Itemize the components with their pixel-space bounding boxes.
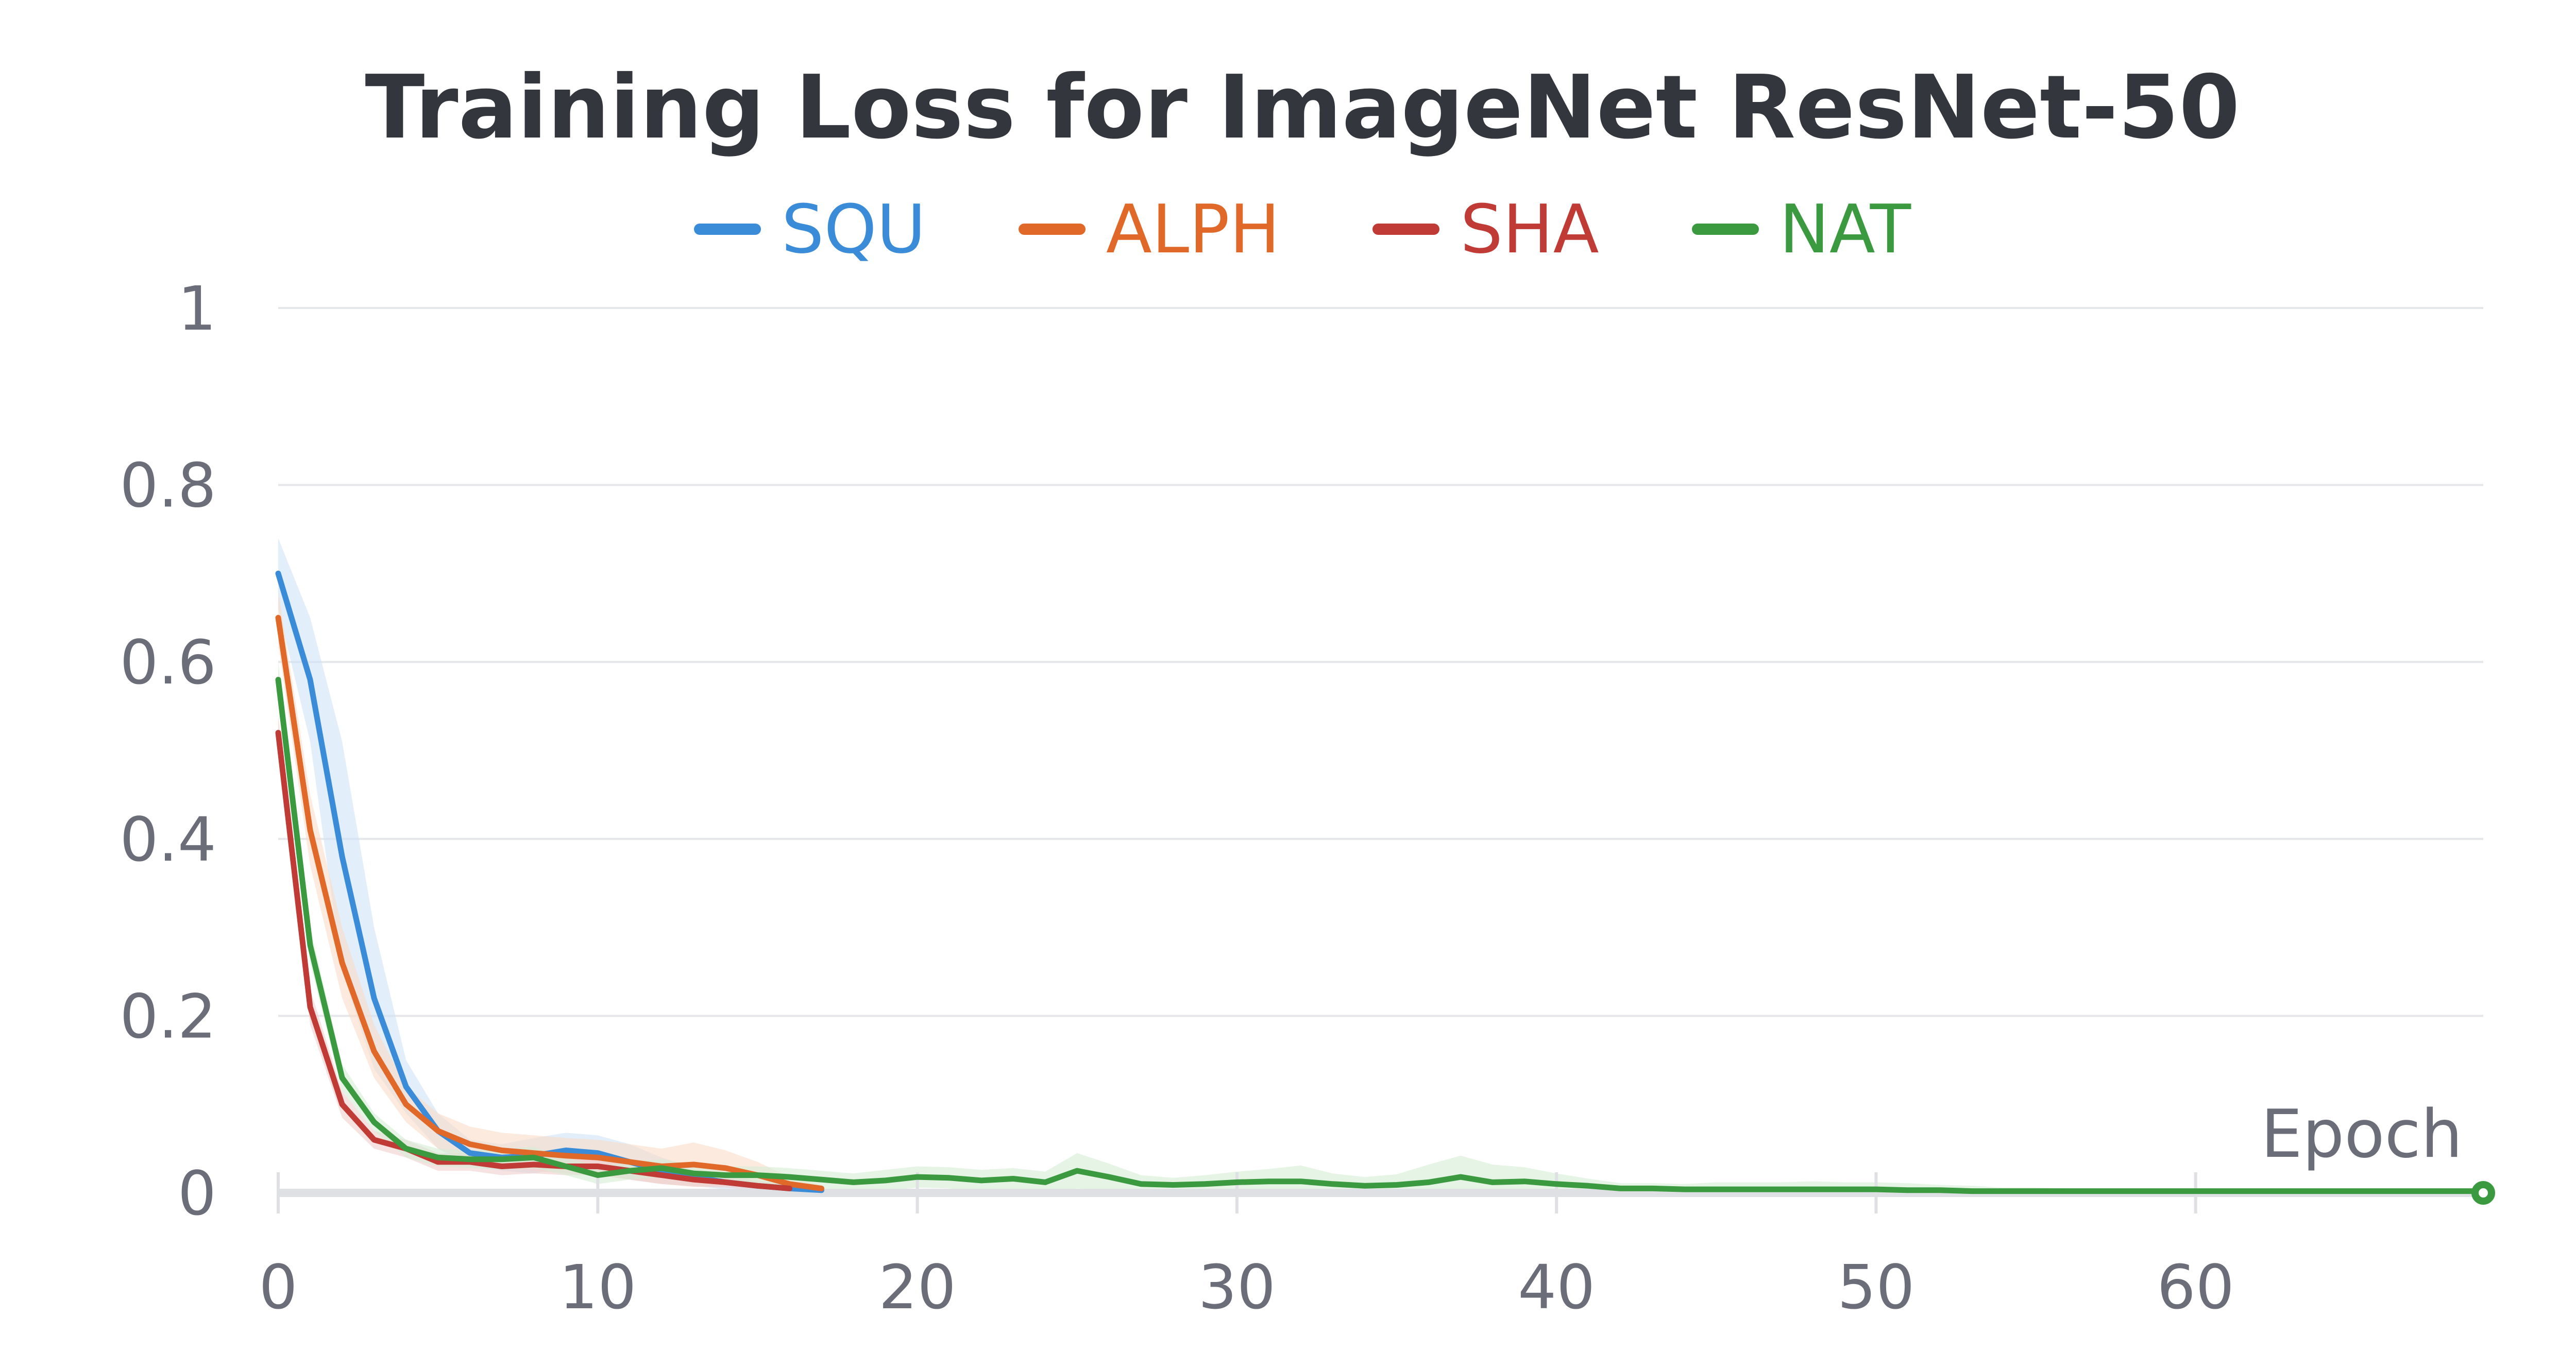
legend-swatch-squ: [693, 224, 761, 235]
x-tick-label: 20: [879, 1252, 956, 1323]
chart-title: Training Loss for ImageNet ResNet-50: [365, 57, 2240, 159]
x-tick-label: 50: [1837, 1252, 1914, 1323]
line-nat: [275, 677, 2486, 1194]
y-tick-label: 0: [178, 1158, 216, 1229]
legend-swatch-alph: [1018, 224, 1086, 235]
y-tick-label: 0.4: [120, 804, 216, 875]
x-tick-label: 0: [259, 1252, 297, 1323]
legend-label-alph: ALPH: [1106, 190, 1280, 268]
line-sha: [275, 730, 792, 1191]
x-axis-title: Epoch: [2261, 1096, 2463, 1173]
y-tick-label: 0.8: [120, 450, 216, 521]
x-tick-label: 30: [1198, 1252, 1276, 1323]
series-lines: [275, 570, 2486, 1194]
legend-swatch-sha: [1372, 224, 1440, 235]
y-tick-label: 0.2: [120, 981, 216, 1052]
y-tick-label: 1: [178, 273, 216, 344]
band-nat: [278, 662, 2483, 1193]
legend-label-sha: SHA: [1460, 190, 1599, 268]
confidence-bands: [278, 538, 2483, 1193]
x-tick-label: 40: [1518, 1252, 1595, 1323]
legend-item-nat[interactable]: NAT: [1691, 190, 1911, 268]
legend-item-sha[interactable]: SHA: [1372, 196, 1599, 263]
grid-lines: [278, 307, 2483, 1017]
x-axis-end-dot: [2471, 1181, 2495, 1205]
legend: SQU ALPH SHA NAT: [0, 196, 2576, 263]
tick-labels: 00.20.40.60.810 10 20 30 40 50 60: [120, 273, 2234, 1323]
legend-label-squ: SQU: [781, 190, 926, 268]
line-alph: [275, 614, 824, 1191]
legend-label-nat: NAT: [1779, 190, 1911, 268]
legend-swatch-nat: [1691, 224, 1759, 235]
legend-item-alph[interactable]: ALPH: [1018, 190, 1280, 268]
x-tick-label: 60: [2157, 1252, 2234, 1323]
x-tick-label: 10: [559, 1252, 636, 1323]
y-tick-label: 0.6: [120, 627, 216, 698]
legend-item-squ[interactable]: SQU: [693, 190, 926, 268]
